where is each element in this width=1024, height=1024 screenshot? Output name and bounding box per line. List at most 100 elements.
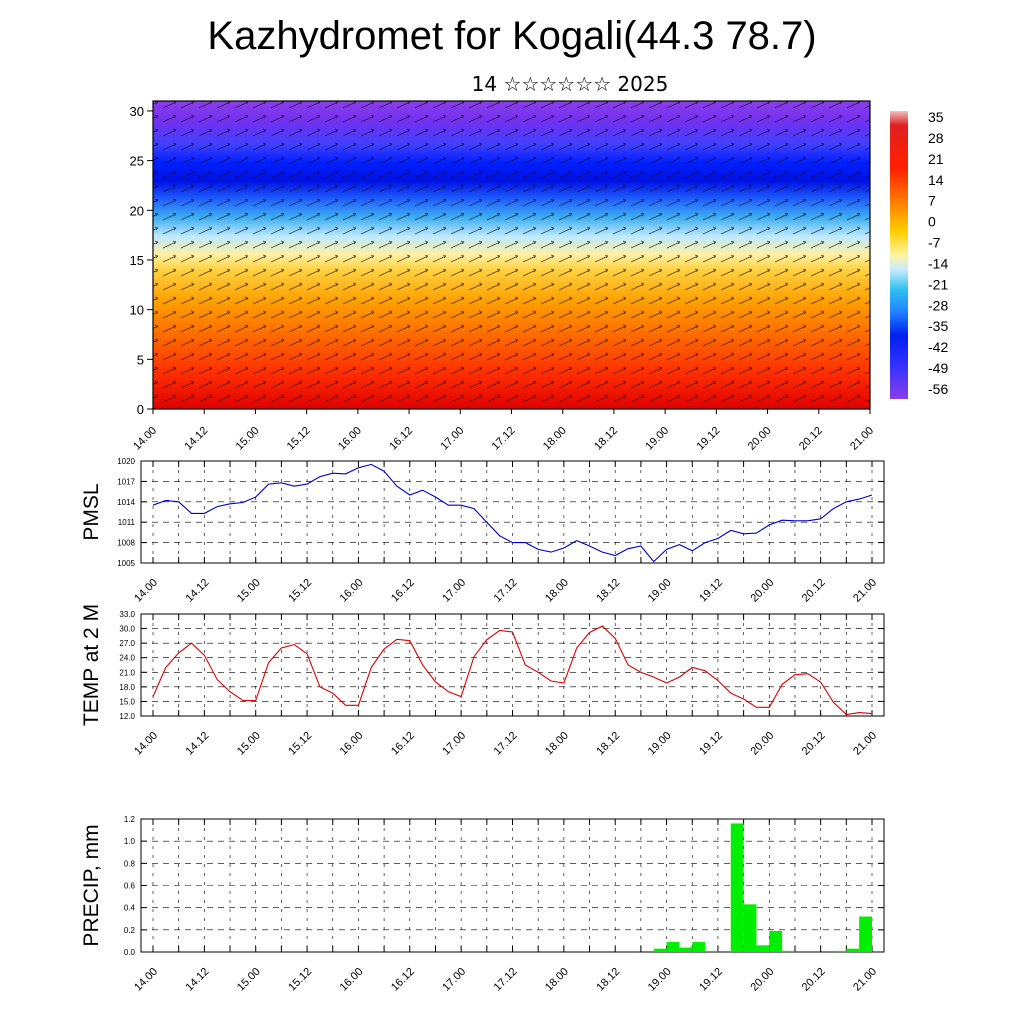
xtick-label: 20.12 (800, 966, 828, 994)
xtick-label: 15.00 (235, 966, 263, 994)
ytick-label: 0.4 (124, 904, 136, 913)
ytick-label: 1.2 (124, 815, 136, 824)
colorbar-label: 35 (928, 109, 944, 125)
heatmap-xtick-label: 18.00 (541, 425, 569, 453)
heatmap-ytick-label: 25 (130, 154, 144, 169)
ytick-label: 1020 (117, 457, 135, 466)
xtick-label: 16.12 (389, 577, 417, 605)
colorbar-label: -35 (928, 318, 948, 334)
xtick-label: 20.00 (748, 577, 776, 605)
cross-section-panel: 0 5 10 15 20 25 30 14.00 14.12 15.00 15.12 16.00 16.… (130, 100, 876, 453)
xtick-label: 16.00 (338, 730, 366, 758)
heatmap-xtick-label: 14.12 (182, 425, 210, 453)
heatmap-xtick-label: 15.00 (234, 425, 262, 453)
xtick-label: 14.12 (184, 577, 212, 605)
ytick-label: 0.0 (124, 948, 136, 957)
xtick-label: 15.00 (235, 577, 263, 605)
ytick-label: 1.0 (124, 837, 136, 846)
heatmap-ytick-label: 5 (137, 352, 144, 367)
heatmap-xtick-label: 15.12 (285, 425, 313, 453)
xtick-label: 14.12 (184, 730, 212, 758)
ytick-label: 0.8 (124, 859, 136, 868)
ytick-label: 0.6 (124, 882, 136, 891)
date-subtitle: 14 ☆☆☆☆☆☆ 2025 (471, 72, 669, 96)
precip-bar (833, 950, 847, 952)
colorbar-label: 28 (928, 130, 944, 146)
ytick-label: 0.2 (124, 926, 136, 935)
xtick-label: 18.12 (594, 730, 622, 758)
precip-bar (782, 950, 795, 952)
ytick-label: 21.0 (119, 668, 135, 677)
xtick-label: 18.00 (543, 730, 571, 758)
ytick-label: 18.0 (119, 683, 135, 692)
xtick-label: 14.12 (184, 966, 212, 994)
heatmap-ytick-label: 0 (137, 402, 144, 417)
colorbar-label: 14 (928, 172, 944, 188)
xtick-label: 16.00 (338, 966, 366, 994)
xtick-label: 19.00 (646, 577, 674, 605)
heatmap-ytick-label: 15 (130, 253, 144, 268)
series-line (152, 625, 873, 716)
colorbar-label: -28 (928, 297, 948, 313)
colorbar-label: -49 (928, 360, 948, 376)
xtick-label: 18.12 (594, 577, 622, 605)
xtick-label: 15.12 (286, 577, 314, 605)
pmsl-panel: 1005 1008 1011 1014 1017 1020 14.00 14.12 15.00 1… (80, 457, 885, 605)
xtick-label: 20.12 (800, 730, 828, 758)
ytick-label: 27.0 (119, 639, 135, 648)
colorbar-label: -21 (928, 276, 948, 292)
ytick-label: 33.0 (119, 610, 135, 619)
temperature-panel: 12.0 15.0 18.0 21.0 24.0 27.0 30.0 33.0 14.00 14.… (80, 604, 885, 758)
colorbar-label: 0 (928, 214, 936, 230)
wind-vectors (153, 101, 870, 409)
xtick-label: 20.00 (748, 730, 776, 758)
ytick-label: 12.0 (119, 712, 135, 721)
xtick-label: 18.00 (543, 577, 571, 605)
ylabel: TEMP at 2 M (80, 604, 103, 726)
ytick-label: 1011 (118, 518, 136, 527)
heatmap-xtick-label: 17.12 (490, 425, 518, 453)
colorbar-gradient (890, 111, 908, 399)
precip-bar (756, 945, 770, 952)
xtick-label: 15.00 (235, 730, 263, 758)
colorbar-label: 7 (928, 193, 936, 209)
precip-bar (743, 904, 757, 952)
xtick-label: 17.00 (440, 966, 468, 994)
precip-bar (859, 916, 872, 952)
heatmap-xtick-label: 18.12 (592, 425, 620, 453)
xtick-label: 19.12 (697, 966, 725, 994)
xtick-label: 18.12 (594, 966, 622, 994)
xtick-label: 14.00 (132, 966, 160, 994)
heatmap-ytick-label: 20 (130, 203, 144, 218)
ytick-label: 1017 (117, 477, 135, 486)
precip-bar (705, 950, 718, 952)
ytick-label: 30.0 (119, 625, 135, 634)
xtick-label: 19.00 (646, 730, 674, 758)
ylabel: PMSL (80, 483, 103, 540)
ytick-label: 15.0 (119, 697, 135, 706)
xtick-label: 19.12 (697, 730, 725, 758)
ytick-label: 1014 (117, 498, 135, 507)
xtick-label: 15.12 (286, 730, 314, 758)
colorbar-label: -42 (928, 339, 948, 355)
colorbar: 35 28 21 14 7 0 -7 -14 -21 -28 -35 -42 -49 -56 (890, 109, 948, 399)
page-title: Kazhydromet for Kogali(44.3 78.7) (207, 14, 817, 58)
panel-frame (140, 460, 885, 564)
xtick-label: 14.00 (132, 730, 160, 758)
precipitation-panel: 0.0 0.2 0.4 0.6 0.8 1.0 1.2 14.00 14.12 15.00 15.1… (80, 815, 885, 994)
precip-bar (769, 930, 783, 952)
heatmap-xtick-label: 16.12 (387, 425, 415, 453)
xtick-label: 17.12 (492, 966, 520, 994)
heatmap-xtick-label: 20.12 (797, 425, 825, 453)
panel-frame (140, 613, 885, 717)
colorbar-label: 21 (928, 151, 944, 167)
xtick-label: 19.00 (646, 966, 674, 994)
ylabel: PRECIP, mm (80, 824, 103, 946)
xtick-label: 15.12 (286, 966, 314, 994)
xtick-label: 17.12 (492, 730, 520, 758)
ytick-label: 24.0 (119, 654, 135, 663)
xtick-label: 17.00 (440, 577, 468, 605)
precip-bar (653, 948, 667, 952)
ytick-label: 1008 (117, 539, 135, 548)
